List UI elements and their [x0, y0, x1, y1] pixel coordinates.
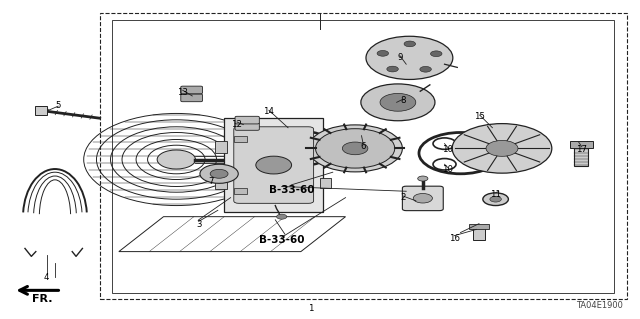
- Circle shape: [256, 156, 292, 174]
- Text: 4: 4: [44, 272, 49, 281]
- FancyBboxPatch shape: [35, 106, 47, 115]
- Text: TA04E1900: TA04E1900: [577, 301, 623, 310]
- Circle shape: [276, 214, 287, 219]
- FancyBboxPatch shape: [180, 94, 202, 102]
- Text: 8: 8: [400, 96, 406, 105]
- Circle shape: [420, 66, 431, 72]
- Text: 16: 16: [449, 234, 460, 243]
- Circle shape: [483, 193, 508, 205]
- Circle shape: [361, 84, 435, 121]
- Circle shape: [308, 125, 403, 172]
- Circle shape: [380, 93, 416, 111]
- Circle shape: [490, 196, 501, 202]
- Circle shape: [413, 194, 433, 203]
- Circle shape: [366, 36, 453, 79]
- Text: 3: 3: [196, 220, 202, 229]
- FancyBboxPatch shape: [403, 186, 444, 211]
- Text: 7: 7: [209, 177, 214, 186]
- Text: 13: 13: [177, 88, 188, 97]
- Text: 1: 1: [308, 304, 313, 313]
- Text: 6: 6: [361, 142, 366, 151]
- Circle shape: [342, 142, 368, 155]
- FancyBboxPatch shape: [234, 127, 314, 203]
- FancyBboxPatch shape: [473, 226, 484, 241]
- Text: 10: 10: [442, 145, 453, 154]
- Circle shape: [200, 164, 238, 183]
- Text: 2: 2: [400, 193, 406, 202]
- Text: 12: 12: [232, 120, 243, 129]
- FancyBboxPatch shape: [234, 188, 246, 195]
- FancyBboxPatch shape: [234, 136, 246, 142]
- Circle shape: [377, 50, 388, 56]
- Text: 11: 11: [490, 190, 501, 199]
- FancyBboxPatch shape: [214, 141, 227, 153]
- FancyBboxPatch shape: [235, 123, 259, 130]
- Text: 5: 5: [56, 101, 61, 110]
- Circle shape: [387, 66, 398, 72]
- Circle shape: [316, 129, 395, 168]
- FancyBboxPatch shape: [320, 142, 332, 152]
- Text: 15: 15: [474, 112, 485, 121]
- FancyBboxPatch shape: [320, 178, 332, 188]
- Circle shape: [452, 123, 552, 173]
- Text: FR.: FR.: [32, 294, 52, 304]
- Text: 9: 9: [397, 53, 403, 62]
- Circle shape: [418, 176, 428, 181]
- Text: 10: 10: [442, 165, 453, 174]
- Text: B-33-60: B-33-60: [259, 235, 305, 246]
- FancyBboxPatch shape: [214, 177, 227, 189]
- FancyBboxPatch shape: [180, 86, 202, 94]
- FancyBboxPatch shape: [235, 116, 259, 124]
- FancyBboxPatch shape: [224, 118, 323, 212]
- Text: B-33-60: B-33-60: [269, 185, 314, 195]
- Text: 17: 17: [577, 145, 588, 154]
- Circle shape: [157, 150, 195, 169]
- FancyBboxPatch shape: [574, 143, 588, 166]
- Circle shape: [210, 169, 228, 178]
- Circle shape: [486, 140, 518, 156]
- Circle shape: [404, 41, 415, 47]
- Circle shape: [431, 51, 442, 56]
- FancyBboxPatch shape: [570, 141, 593, 148]
- Text: 14: 14: [264, 108, 275, 116]
- FancyBboxPatch shape: [469, 224, 488, 229]
